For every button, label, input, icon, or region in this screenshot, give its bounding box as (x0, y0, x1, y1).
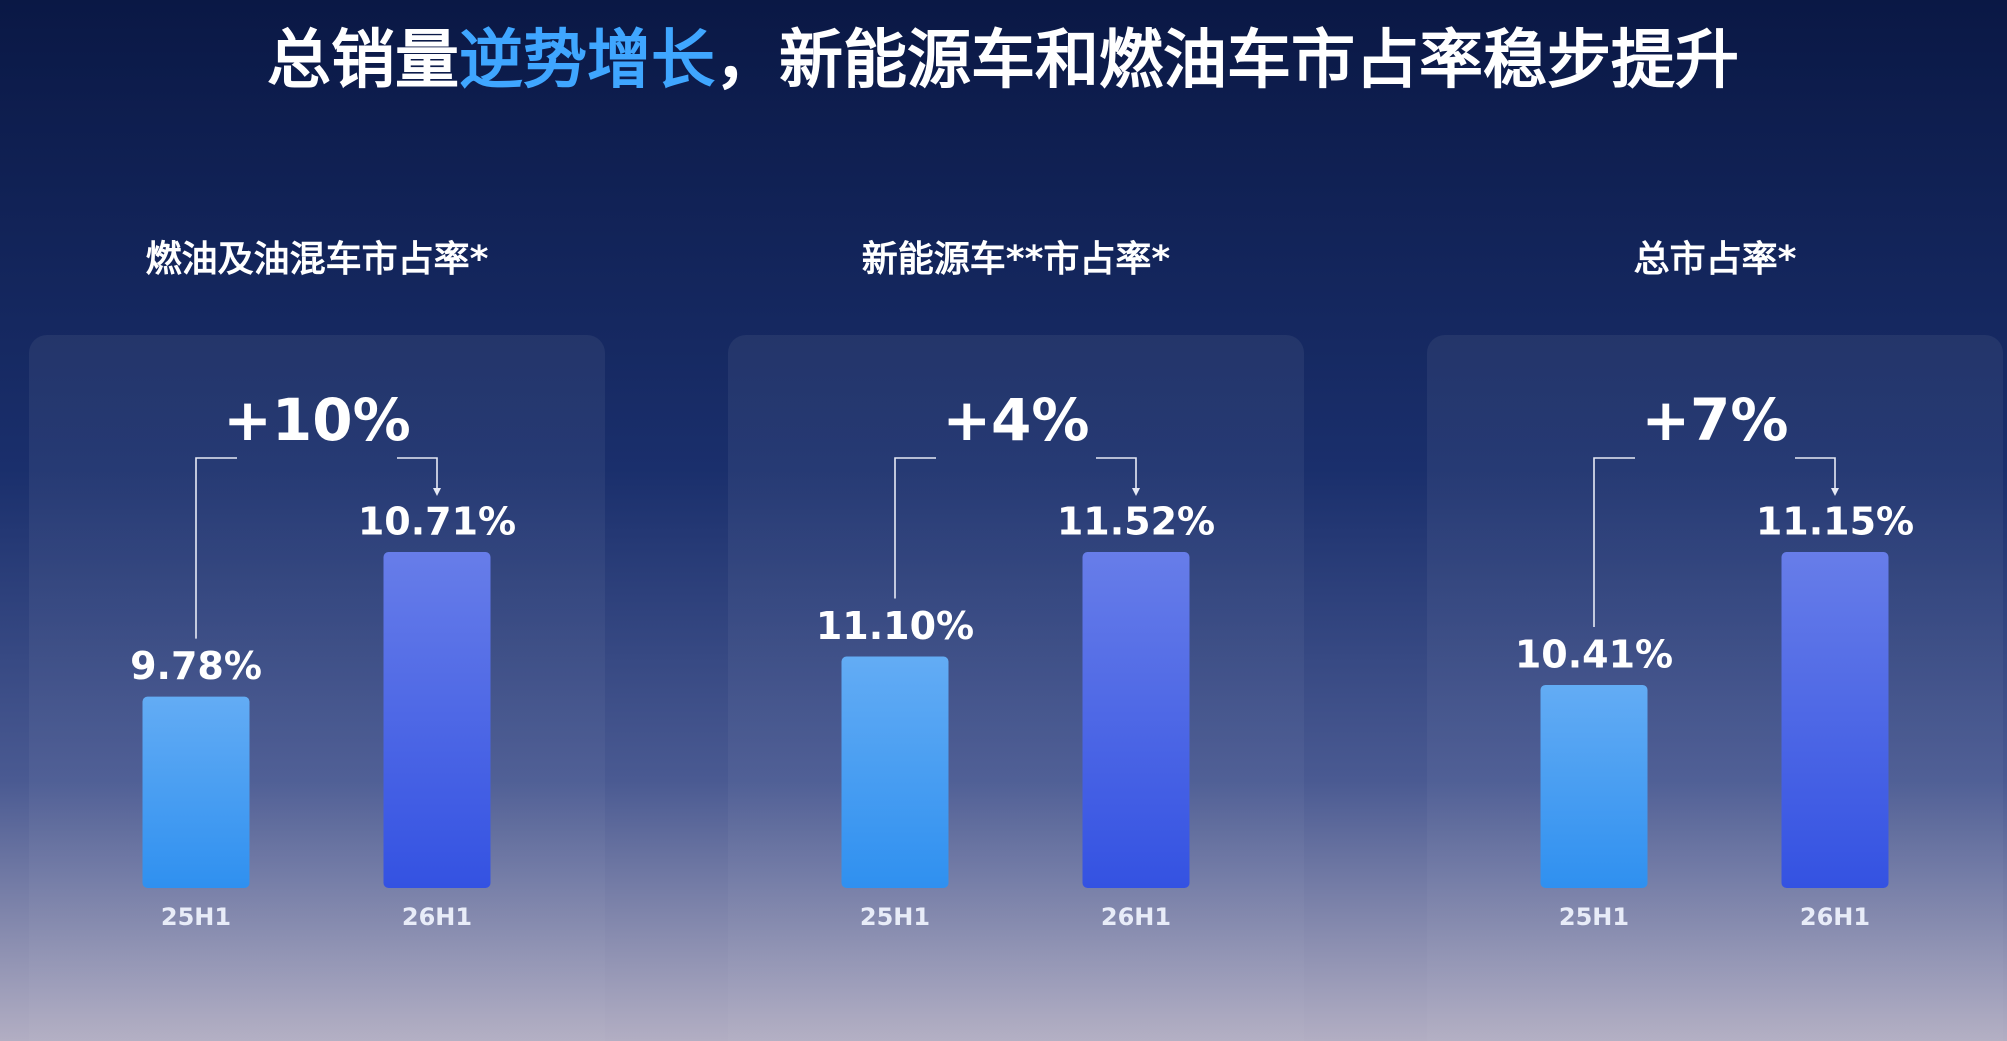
chart-title: 燃油及油混车市占率* (146, 239, 489, 280)
bracket (1593, 457, 1635, 627)
growth-annotation: +10% (223, 386, 410, 454)
category-label: 26H1 (1800, 903, 1870, 931)
arrowhead (1831, 488, 1839, 496)
bracket (894, 457, 936, 599)
title-part: ，新能源车和燃油车市占率稳步提升 (715, 24, 1739, 98)
growth-annotation: +7% (1641, 386, 1788, 454)
category-label: 25H1 (1559, 903, 1629, 931)
bar (841, 656, 949, 888)
arrowhead (1132, 488, 1140, 496)
bracket (1096, 457, 1137, 492)
category-label: 26H1 (402, 903, 472, 931)
bar (1082, 552, 1190, 888)
bar (1781, 552, 1889, 888)
chart-title: 总市占率* (1634, 239, 1797, 280)
bracket (397, 457, 438, 492)
page-title: 总销量逆势增长，新能源车和燃油车市占率稳步提升 (267, 24, 1739, 98)
title-part: 总销量 (267, 24, 459, 98)
bar (383, 552, 491, 888)
value-label: 11.15% (1756, 500, 1914, 544)
value-label: 10.71% (358, 500, 516, 544)
chart-title: 新能源车**市占率* (862, 239, 1171, 280)
bracket (195, 457, 237, 639)
value-label: 11.10% (816, 604, 974, 648)
bracket (1795, 457, 1836, 492)
title-highlight: 逆势增长 (459, 24, 715, 98)
value-label: 10.41% (1515, 632, 1673, 676)
category-label: 25H1 (161, 903, 231, 931)
arrowhead (433, 488, 441, 496)
value-label: 9.78% (130, 644, 262, 688)
value-label: 11.52% (1057, 500, 1215, 544)
growth-annotation: +4% (942, 386, 1089, 454)
bar (1540, 684, 1648, 888)
category-label: 25H1 (860, 903, 930, 931)
category-label: 26H1 (1101, 903, 1171, 931)
bar (142, 696, 250, 888)
